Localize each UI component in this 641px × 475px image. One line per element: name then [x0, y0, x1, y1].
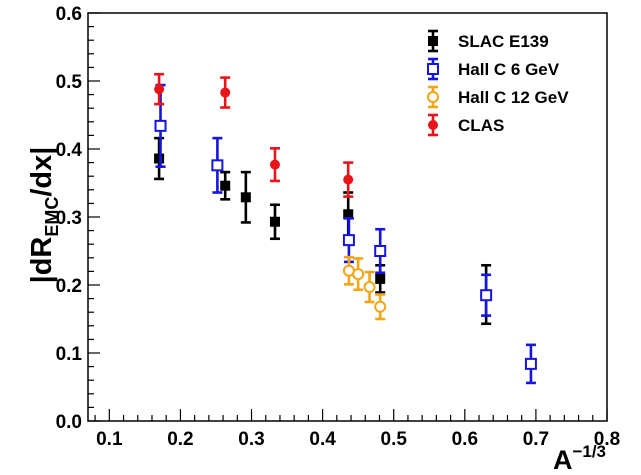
legend: SLAC E139 Hall C 6 GeV Hall C 12 GeV CLAS	[427, 29, 569, 137]
data-point	[211, 159, 224, 172]
x-axis-title-base: A	[553, 445, 573, 475]
data-point	[269, 159, 280, 170]
data-point	[154, 153, 165, 164]
data-point	[363, 281, 376, 294]
x-tick-label: 0.7	[523, 429, 549, 450]
legend-marker	[427, 63, 439, 75]
y-tick-label: 0.1	[56, 344, 83, 365]
data-point	[352, 268, 365, 281]
series-hall-c-12-gev	[342, 255, 387, 321]
data-point	[374, 245, 387, 257]
x-tick-label: 0.1	[96, 429, 123, 450]
y-tick-label: 0.2	[56, 276, 82, 297]
x-axis-title: A−1/3	[553, 442, 606, 475]
data-point	[154, 119, 167, 132]
data-point	[220, 180, 231, 191]
legend-marker	[427, 91, 439, 103]
data-point	[240, 192, 251, 203]
x-tick-label: 0.4	[309, 429, 336, 450]
data-series	[154, 72, 537, 385]
y-axis-title-post: /dx|	[26, 147, 58, 197]
y-axis-title-sub: EMC	[42, 197, 62, 237]
x-tick-label: 0.8	[594, 429, 620, 450]
x-tick-label: 0.3	[238, 429, 264, 450]
legend-label: CLAS	[458, 116, 504, 135]
legend-marker	[428, 120, 438, 130]
data-point	[480, 289, 493, 302]
y-tick-label: 0.4	[56, 140, 83, 161]
data-point	[375, 273, 386, 284]
data-point	[269, 216, 280, 227]
x-axis-title-sup: −1/3	[572, 442, 606, 461]
data-point	[343, 174, 354, 185]
series-clas	[154, 72, 354, 198]
x-tick-label: 0.6	[452, 429, 478, 450]
y-axis-title-pre: |dR	[26, 237, 58, 284]
data-point	[524, 357, 537, 370]
legend-label: Hall C 12 GeV	[458, 88, 569, 107]
x-tick-label: 0.5	[381, 429, 408, 450]
legend-label: SLAC E139	[458, 32, 549, 51]
data-point	[154, 84, 165, 95]
data-point	[374, 300, 387, 313]
y-tick-label: 0.0	[56, 412, 82, 433]
axes: 0.0 0.1 0.2 0.3 0.4 0.5 0.6 0.1 0.2 0.3 0.4 0.5 0.6 0…	[56, 4, 621, 450]
y-tick-label: 0.6	[56, 4, 82, 25]
legend-marker	[428, 36, 438, 46]
data-point	[343, 209, 354, 220]
series-slac-e139	[154, 136, 492, 326]
x-tick-label: 0.2	[167, 429, 193, 450]
series-hall-c-6-gev	[154, 83, 537, 385]
data-point	[220, 87, 231, 98]
y-axis-title: |dREMC/dx|	[26, 147, 62, 284]
data-point	[342, 234, 355, 247]
y-tick-label: 0.5	[56, 72, 83, 93]
y-tick-label: 0.3	[56, 208, 82, 229]
legend-label: Hall C 6 GeV	[458, 60, 560, 79]
